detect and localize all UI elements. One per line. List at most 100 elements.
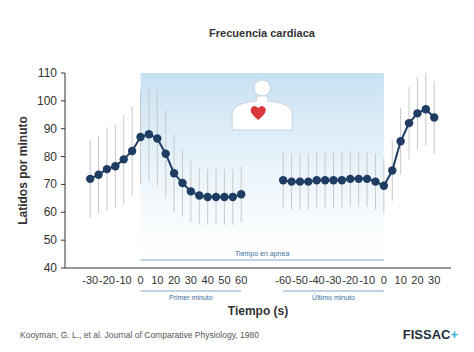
data-point bbox=[329, 176, 337, 184]
data-point bbox=[422, 105, 430, 113]
y-tick bbox=[61, 73, 65, 74]
data-point bbox=[161, 150, 169, 158]
apnea-span-line bbox=[141, 260, 384, 261]
title: Frecuencia cardiaca bbox=[209, 27, 316, 39]
data-point bbox=[304, 177, 312, 185]
data-point bbox=[94, 170, 102, 178]
y-tick bbox=[61, 100, 65, 101]
x-tick-label: -20 bbox=[99, 274, 115, 286]
x-tick-label: -10 bbox=[359, 274, 375, 286]
x-tick-label: -50 bbox=[292, 274, 308, 286]
data-point bbox=[195, 191, 203, 199]
data-point bbox=[212, 193, 220, 201]
y-tick-label: 40 bbox=[44, 261, 58, 275]
data-point bbox=[413, 109, 421, 117]
x-tick-label: 40 bbox=[202, 274, 214, 286]
data-point bbox=[279, 176, 287, 184]
brand: FISSAC+ bbox=[403, 327, 459, 342]
y-tick-label: 60 bbox=[44, 205, 58, 219]
data-point bbox=[430, 113, 438, 121]
brand-text: FISSAC bbox=[403, 327, 451, 342]
data-point bbox=[111, 162, 119, 170]
data-point bbox=[136, 133, 144, 141]
data-point bbox=[371, 177, 379, 185]
span-line bbox=[141, 291, 242, 292]
data-point bbox=[354, 175, 362, 183]
x-axis bbox=[258, 268, 451, 269]
x-tick-label: 50 bbox=[218, 274, 230, 286]
data-point bbox=[187, 187, 195, 195]
x-tick-label: -60 bbox=[275, 274, 291, 286]
y-tick bbox=[61, 212, 65, 213]
x-tick-label: -40 bbox=[309, 274, 325, 286]
x-tick-label: -30 bbox=[326, 274, 342, 286]
x-tick-label: 10 bbox=[395, 274, 407, 286]
data-point bbox=[153, 134, 161, 142]
data-point bbox=[86, 175, 94, 183]
apnea-band bbox=[141, 73, 384, 258]
data-point bbox=[237, 190, 245, 198]
y-tick-label: 50 bbox=[44, 233, 58, 247]
data-point bbox=[321, 176, 329, 184]
chart: Frecuencia cardiaca405060708090100110Lat… bbox=[0, 0, 474, 352]
icon-torso bbox=[232, 96, 292, 130]
data-point bbox=[338, 176, 346, 184]
data-point bbox=[203, 193, 211, 201]
x-axis-label: Tiempo (s) bbox=[228, 304, 288, 318]
icon-head bbox=[254, 80, 270, 96]
data-point bbox=[380, 182, 388, 190]
y-tick bbox=[61, 128, 65, 129]
y-tick-label: 90 bbox=[44, 122, 58, 136]
x-tick-label: 60 bbox=[235, 274, 247, 286]
x-tick-label: 30 bbox=[185, 274, 197, 286]
brand-plus: + bbox=[450, 327, 458, 342]
data-point bbox=[388, 166, 396, 174]
x-tick-label: 20 bbox=[168, 274, 180, 286]
data-point bbox=[287, 177, 295, 185]
source: Kooyman, G. L., et al. Journal of Compar… bbox=[20, 330, 259, 340]
data-point bbox=[103, 165, 111, 173]
apnea-label: Tiempo en apnea bbox=[235, 250, 289, 258]
y-tick bbox=[61, 156, 65, 157]
span-line bbox=[283, 291, 384, 292]
span-label: Último minuto bbox=[312, 293, 355, 301]
y-tick-label: 80 bbox=[44, 150, 58, 164]
data-point bbox=[363, 175, 371, 183]
data-point bbox=[170, 169, 178, 177]
x-tick-label: 20 bbox=[411, 274, 423, 286]
y-tick bbox=[61, 184, 65, 185]
y-tick-label: 110 bbox=[38, 66, 57, 80]
y-axis-label: Latidos por minuto bbox=[16, 116, 30, 225]
plot-area bbox=[279, 73, 438, 214]
series-line bbox=[90, 134, 241, 197]
x-axis bbox=[65, 268, 258, 269]
data-point bbox=[145, 130, 153, 138]
plot-area bbox=[86, 87, 245, 225]
x-tick-label: 0 bbox=[381, 274, 387, 286]
data-point bbox=[346, 175, 354, 183]
span-label: Primer minuto bbox=[169, 294, 213, 301]
y-tick bbox=[61, 268, 65, 269]
data-point bbox=[229, 193, 237, 201]
y-tick-label: 100 bbox=[37, 94, 57, 108]
series-line bbox=[283, 109, 434, 186]
x-tick-label: -10 bbox=[116, 274, 132, 286]
data-point bbox=[220, 193, 228, 201]
data-point bbox=[405, 119, 413, 127]
x-tick-label: 30 bbox=[428, 274, 440, 286]
person-icon bbox=[232, 80, 292, 130]
y-axis bbox=[65, 73, 66, 268]
y-tick bbox=[61, 240, 65, 241]
data-point bbox=[120, 155, 128, 163]
data-point bbox=[178, 179, 186, 187]
x-tick-label: 10 bbox=[151, 274, 163, 286]
x-tick-label: -30 bbox=[82, 274, 98, 286]
icon-heart bbox=[251, 106, 266, 120]
x-tick-label: 0 bbox=[137, 274, 143, 286]
data-point bbox=[313, 176, 321, 184]
data-point bbox=[296, 177, 304, 185]
data-point bbox=[396, 137, 404, 145]
y-tick-label: 70 bbox=[44, 177, 58, 191]
data-point bbox=[128, 147, 136, 155]
x-tick-label: -20 bbox=[342, 274, 358, 286]
